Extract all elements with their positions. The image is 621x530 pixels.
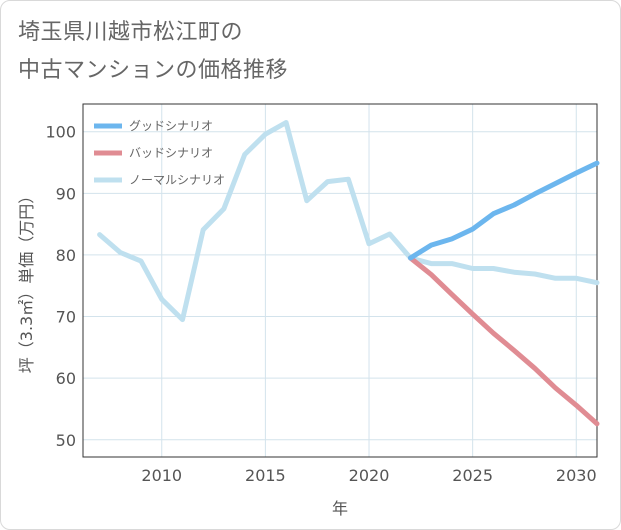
series-layer — [97, 120, 600, 427]
grid — [83, 104, 597, 457]
y-axis-ticks: 50 60 70 80 90 100 — [45, 123, 76, 450]
y-tick-label: 100 — [45, 123, 76, 142]
x-tick-label: 2015 — [245, 466, 286, 485]
x-tick-label: 2030 — [556, 466, 597, 485]
legend-label: ノーマルシナリオ — [129, 173, 225, 187]
y-axis-label: 坪（3.3㎡）単価（万円） — [17, 188, 36, 373]
series-line-0 — [408, 160, 600, 261]
legend-label: グッドシナリオ — [129, 119, 213, 133]
x-tick-label: 2025 — [452, 466, 493, 485]
x-tick-label: 2010 — [141, 466, 182, 485]
series-line-2 — [97, 120, 600, 323]
y-tick-label: 70 — [56, 308, 76, 327]
chart-title-line2: 中古マンションの価格推移 — [18, 58, 289, 83]
x-axis-label: 年 — [332, 499, 348, 518]
y-tick-label: 60 — [56, 369, 76, 388]
legend-label: バッドシナリオ — [129, 146, 213, 160]
x-axis-ticks: 2010 2015 2020 2025 2030 — [141, 466, 596, 485]
chart-title-line1: 埼玉県川越市松江町の — [18, 20, 244, 45]
y-tick-label: 90 — [56, 184, 76, 203]
y-tick-label: 80 — [56, 246, 76, 265]
y-tick-label: 50 — [56, 431, 76, 450]
series-line-1 — [408, 255, 600, 427]
x-tick-label: 2020 — [349, 466, 390, 485]
